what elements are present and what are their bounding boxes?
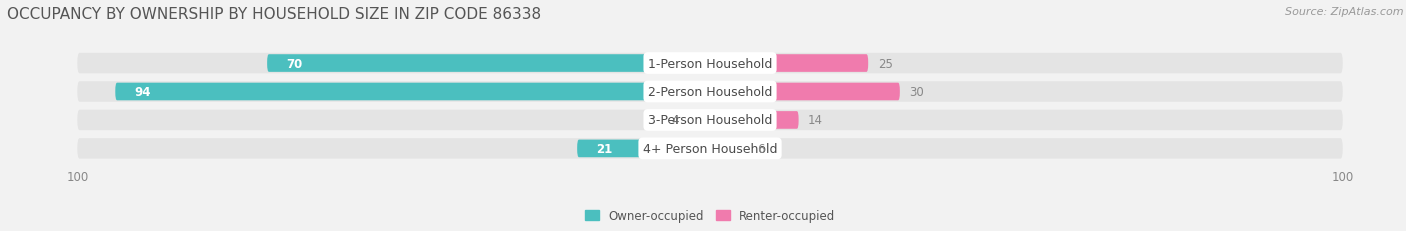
FancyBboxPatch shape xyxy=(685,112,710,129)
Text: 25: 25 xyxy=(877,57,893,70)
Text: 3-Person Household: 3-Person Household xyxy=(648,114,772,127)
FancyBboxPatch shape xyxy=(77,110,1343,131)
Text: 94: 94 xyxy=(135,86,150,99)
Text: 30: 30 xyxy=(910,86,924,99)
FancyBboxPatch shape xyxy=(710,112,799,129)
FancyBboxPatch shape xyxy=(578,140,710,158)
Text: 21: 21 xyxy=(596,142,613,155)
FancyBboxPatch shape xyxy=(77,82,1343,102)
Text: 70: 70 xyxy=(287,57,302,70)
FancyBboxPatch shape xyxy=(710,55,869,73)
Legend: Owner-occupied, Renter-occupied: Owner-occupied, Renter-occupied xyxy=(579,204,841,227)
Text: 14: 14 xyxy=(808,114,823,127)
Text: 2-Person Household: 2-Person Household xyxy=(648,86,772,99)
FancyBboxPatch shape xyxy=(710,83,900,101)
FancyBboxPatch shape xyxy=(267,55,710,73)
FancyBboxPatch shape xyxy=(77,139,1343,159)
FancyBboxPatch shape xyxy=(710,140,748,158)
Text: 6: 6 xyxy=(758,142,765,155)
Text: OCCUPANCY BY OWNERSHIP BY HOUSEHOLD SIZE IN ZIP CODE 86338: OCCUPANCY BY OWNERSHIP BY HOUSEHOLD SIZE… xyxy=(7,7,541,22)
Text: 1-Person Household: 1-Person Household xyxy=(648,57,772,70)
Text: Source: ZipAtlas.com: Source: ZipAtlas.com xyxy=(1285,7,1403,17)
Text: 4+ Person Household: 4+ Person Household xyxy=(643,142,778,155)
FancyBboxPatch shape xyxy=(77,54,1343,74)
Text: 4: 4 xyxy=(671,114,679,127)
FancyBboxPatch shape xyxy=(115,83,710,101)
